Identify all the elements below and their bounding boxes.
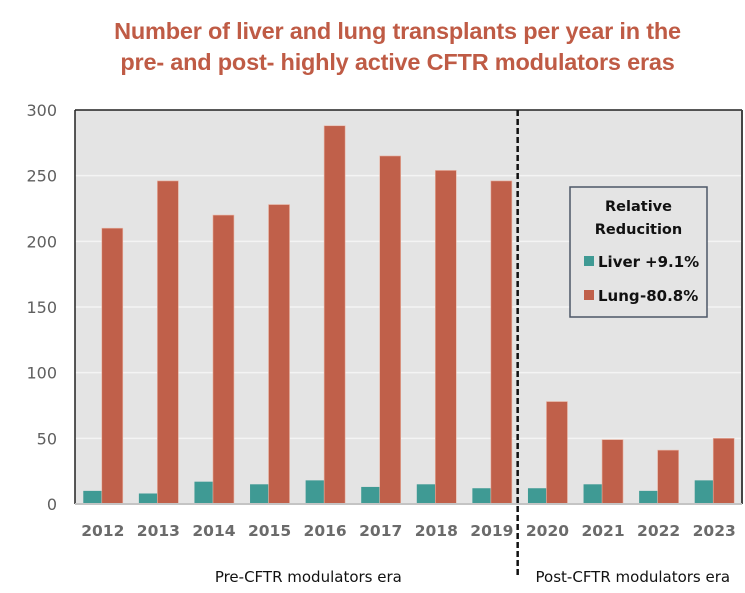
y-tick-label: 300 — [26, 101, 57, 120]
bar-lung-2017 — [379, 155, 402, 505]
x-tick-label: 2022 — [637, 522, 680, 540]
x-tick-label: 2018 — [415, 522, 458, 540]
bar-liver-2022 — [639, 490, 658, 504]
bar-lung-2020 — [546, 401, 568, 505]
chart-title: Number of liver and lung transplants per… — [0, 16, 745, 78]
bar-lung-2014 — [212, 214, 235, 505]
bar-liver-2021 — [583, 484, 603, 504]
bar-lung-2022 — [657, 449, 679, 505]
bar-liver-2016 — [305, 480, 325, 504]
legend-value-lung: -80.8% — [640, 287, 698, 305]
era-label-post: Post-CFTR modulators era — [536, 568, 731, 586]
y-tick-label: 0 — [47, 495, 57, 514]
x-tick-label: 2012 — [81, 522, 124, 540]
bar-liver-2023 — [694, 480, 714, 504]
bar-lung-2015 — [268, 204, 290, 505]
x-tick-label: 2020 — [526, 522, 569, 540]
x-tick-label: 2014 — [192, 522, 235, 540]
x-tick-label: 2019 — [470, 522, 513, 540]
bar-liver-2018 — [416, 484, 436, 504]
bar-lung-2012 — [101, 227, 124, 505]
bar-liver-2012 — [83, 490, 102, 504]
legend-value-liver: +9.1% — [645, 253, 699, 271]
x-tick-label: 2013 — [137, 522, 180, 540]
legend-swatch-lung — [584, 290, 594, 300]
legend: Relative Reducition Liver +9.1% Lung -80… — [569, 186, 708, 318]
bar-lung-2019 — [490, 180, 513, 505]
legend-title-line-2: Reducition — [595, 222, 682, 238]
bar-liver-2017 — [361, 486, 380, 504]
bar-lung-2016 — [323, 125, 346, 505]
legend-label-lung: Lung — [598, 287, 640, 305]
legend-title-line-1: Relative — [605, 199, 672, 215]
bar-liver-2013 — [138, 493, 158, 504]
legend-swatch-liver — [584, 256, 594, 266]
bar-lung-2013 — [157, 180, 179, 505]
era-label-pre: Pre-CFTR modulators era — [215, 568, 402, 586]
x-tick-label: 2023 — [693, 522, 736, 540]
y-tick-label: 50 — [37, 429, 57, 448]
bar-lung-2021 — [601, 439, 624, 505]
legend-label-liver: Liver — [598, 253, 641, 271]
y-tick-label: 250 — [26, 167, 57, 186]
bar-liver-2019 — [472, 488, 491, 504]
y-tick-label: 200 — [26, 232, 57, 251]
x-tick-label: 2015 — [248, 522, 291, 540]
y-tick-label: 150 — [26, 298, 57, 317]
x-axis-ticks: 2012 2013 2014 2015 2016 2017 2018 2019 2020 2021… — [81, 522, 736, 540]
x-tick-label: 2021 — [581, 522, 624, 540]
bar-lung-2018 — [434, 170, 457, 505]
chart-title-line-1: Number of liver and lung transplants per… — [114, 18, 681, 44]
bars — [83, 125, 735, 505]
bar-liver-2014 — [194, 481, 213, 504]
x-tick-label: 2016 — [304, 522, 347, 540]
chart-title-line-2: pre- and post- highly active CFTR modula… — [120, 49, 675, 75]
y-tick-label: 100 — [26, 364, 57, 383]
bar-liver-2015 — [250, 484, 269, 504]
x-tick-label: 2017 — [359, 522, 402, 540]
axes — [74, 109, 743, 505]
bar-lung-2023 — [712, 438, 735, 505]
y-axis-ticks: 0 50 100 150 200 250 300 — [26, 101, 57, 514]
bar-liver-2020 — [527, 488, 547, 504]
